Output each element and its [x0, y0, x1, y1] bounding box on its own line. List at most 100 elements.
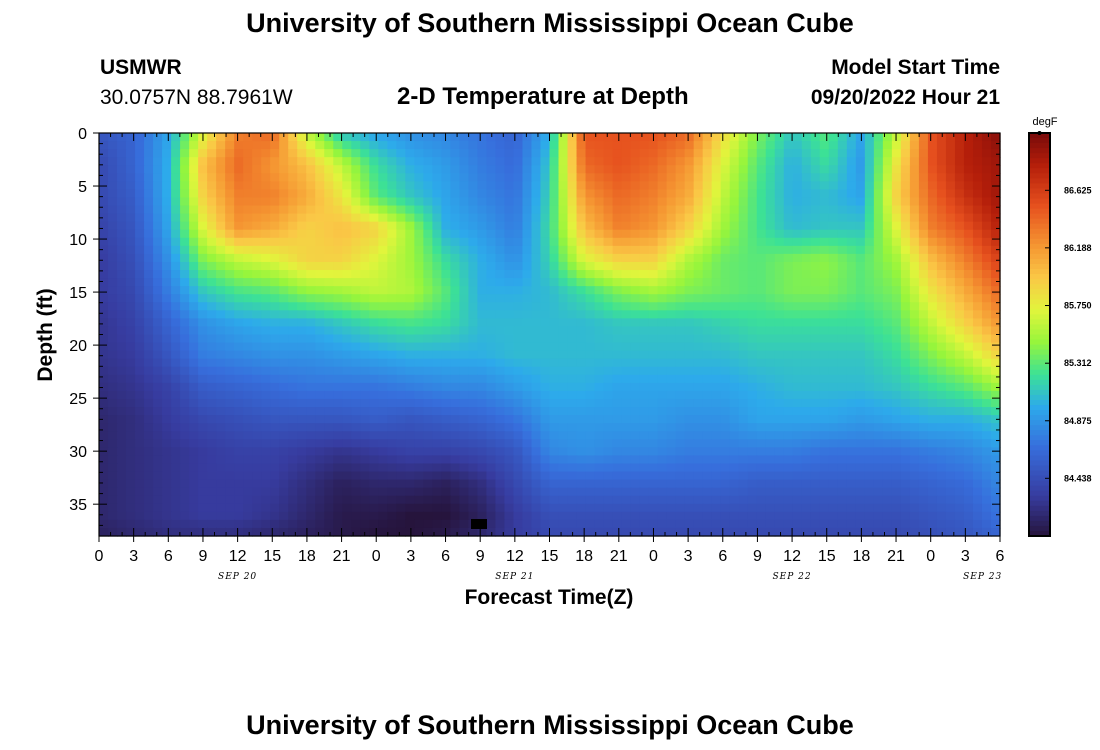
heatmap-cell [918, 487, 929, 497]
heatmap-cell [747, 487, 758, 497]
heatmap-cell [216, 173, 226, 182]
heatmap-cell [648, 229, 659, 239]
heatmap-cell [693, 181, 704, 191]
heatmap-cell [918, 141, 929, 150]
heatmap-cell [522, 213, 533, 223]
heatmap-cell [747, 527, 758, 537]
heatmap-cell [594, 423, 605, 432]
heatmap-cell [891, 366, 902, 376]
heatmap-cell [504, 374, 515, 384]
heatmap-cell [468, 197, 479, 207]
heatmap-cell [441, 197, 451, 207]
heatmap-cell [855, 455, 866, 465]
heatmap-cell [297, 149, 307, 158]
heatmap-cell [351, 229, 361, 239]
heatmap-cell [891, 390, 902, 400]
heatmap-cell [414, 439, 424, 448]
heatmap-cell [945, 503, 956, 513]
heatmap-cell [459, 197, 470, 207]
heatmap-cell [909, 221, 920, 231]
heatmap-cell [432, 294, 442, 303]
heatmap-cell [909, 326, 920, 336]
heatmap-cell [117, 447, 127, 456]
heatmap-cell [360, 310, 370, 319]
heatmap-cell [477, 350, 488, 360]
heatmap-cell [639, 165, 650, 174]
heatmap-cell [738, 471, 749, 481]
heatmap-cell [873, 221, 884, 231]
heatmap-cell [882, 463, 893, 473]
heatmap-cell [594, 173, 605, 182]
heatmap-cell [459, 382, 470, 392]
heatmap-cell [378, 237, 388, 247]
heatmap-cell [828, 350, 839, 360]
heatmap-cell [378, 455, 388, 465]
heatmap-cell [648, 334, 659, 344]
heatmap-cell [837, 165, 848, 174]
heatmap-cell [828, 181, 839, 191]
heatmap-cell [549, 149, 560, 158]
heatmap-cell [99, 487, 109, 497]
heatmap-cell [936, 165, 947, 174]
heatmap-cell [621, 197, 632, 207]
heatmap-cell [612, 511, 623, 521]
heatmap-cell [594, 519, 605, 529]
heatmap-cell [144, 503, 154, 513]
heatmap-cell [504, 294, 515, 303]
heatmap-cell [630, 447, 641, 456]
heatmap-cell [990, 423, 1001, 432]
heatmap-cell [306, 197, 316, 207]
heatmap-cell [612, 527, 623, 537]
heatmap-cell [594, 149, 605, 158]
heatmap-cell [333, 519, 343, 529]
heatmap-cell [468, 455, 479, 465]
heatmap-cell [540, 407, 551, 416]
heatmap-cell [378, 133, 388, 142]
heatmap-cell [702, 286, 713, 295]
heatmap-cell [972, 439, 983, 448]
heatmap-cell [801, 471, 812, 481]
heatmap-cell [477, 302, 488, 311]
heatmap-cell [315, 455, 325, 465]
heatmap-cell [243, 318, 253, 328]
heatmap-cell [144, 310, 154, 319]
heatmap-cell [783, 495, 794, 505]
heatmap-cell [288, 415, 298, 424]
heatmap-cell [234, 519, 244, 529]
heatmap-cell [756, 237, 767, 247]
heatmap-cell [477, 398, 488, 408]
heatmap-cell [603, 342, 614, 352]
heatmap-cell [162, 447, 172, 456]
heatmap-cell [369, 511, 379, 521]
heatmap-cell [126, 487, 136, 497]
heatmap-cell [288, 366, 298, 376]
heatmap-cell [162, 398, 172, 408]
heatmap-cell [873, 245, 884, 255]
heatmap-cell [864, 318, 875, 328]
heatmap-cell [990, 487, 1001, 497]
heatmap-cell [387, 366, 397, 376]
heatmap-cell [819, 487, 830, 497]
heatmap-cell [450, 423, 460, 432]
heatmap-cell [360, 261, 370, 271]
heatmap-cell [423, 237, 433, 247]
heatmap-cell [288, 157, 298, 166]
heatmap-cell [909, 157, 920, 166]
heatmap-cell [783, 318, 794, 328]
heatmap-cell [828, 439, 839, 448]
heatmap-cell [441, 519, 451, 529]
heatmap-cell [333, 471, 343, 481]
heatmap-cell [333, 189, 343, 199]
heatmap-cell [927, 165, 938, 174]
heatmap-cell [234, 294, 244, 303]
heatmap-cell [198, 302, 208, 311]
heatmap-cell [414, 471, 424, 481]
heatmap-cell [963, 173, 974, 182]
heatmap-cell [747, 165, 758, 174]
heatmap-cell [351, 358, 361, 368]
heatmap-cell [639, 261, 650, 271]
heatmap-cell [279, 253, 289, 263]
heatmap-cell [477, 527, 488, 537]
heatmap-cell [729, 487, 740, 497]
heatmap-cell [684, 221, 695, 231]
